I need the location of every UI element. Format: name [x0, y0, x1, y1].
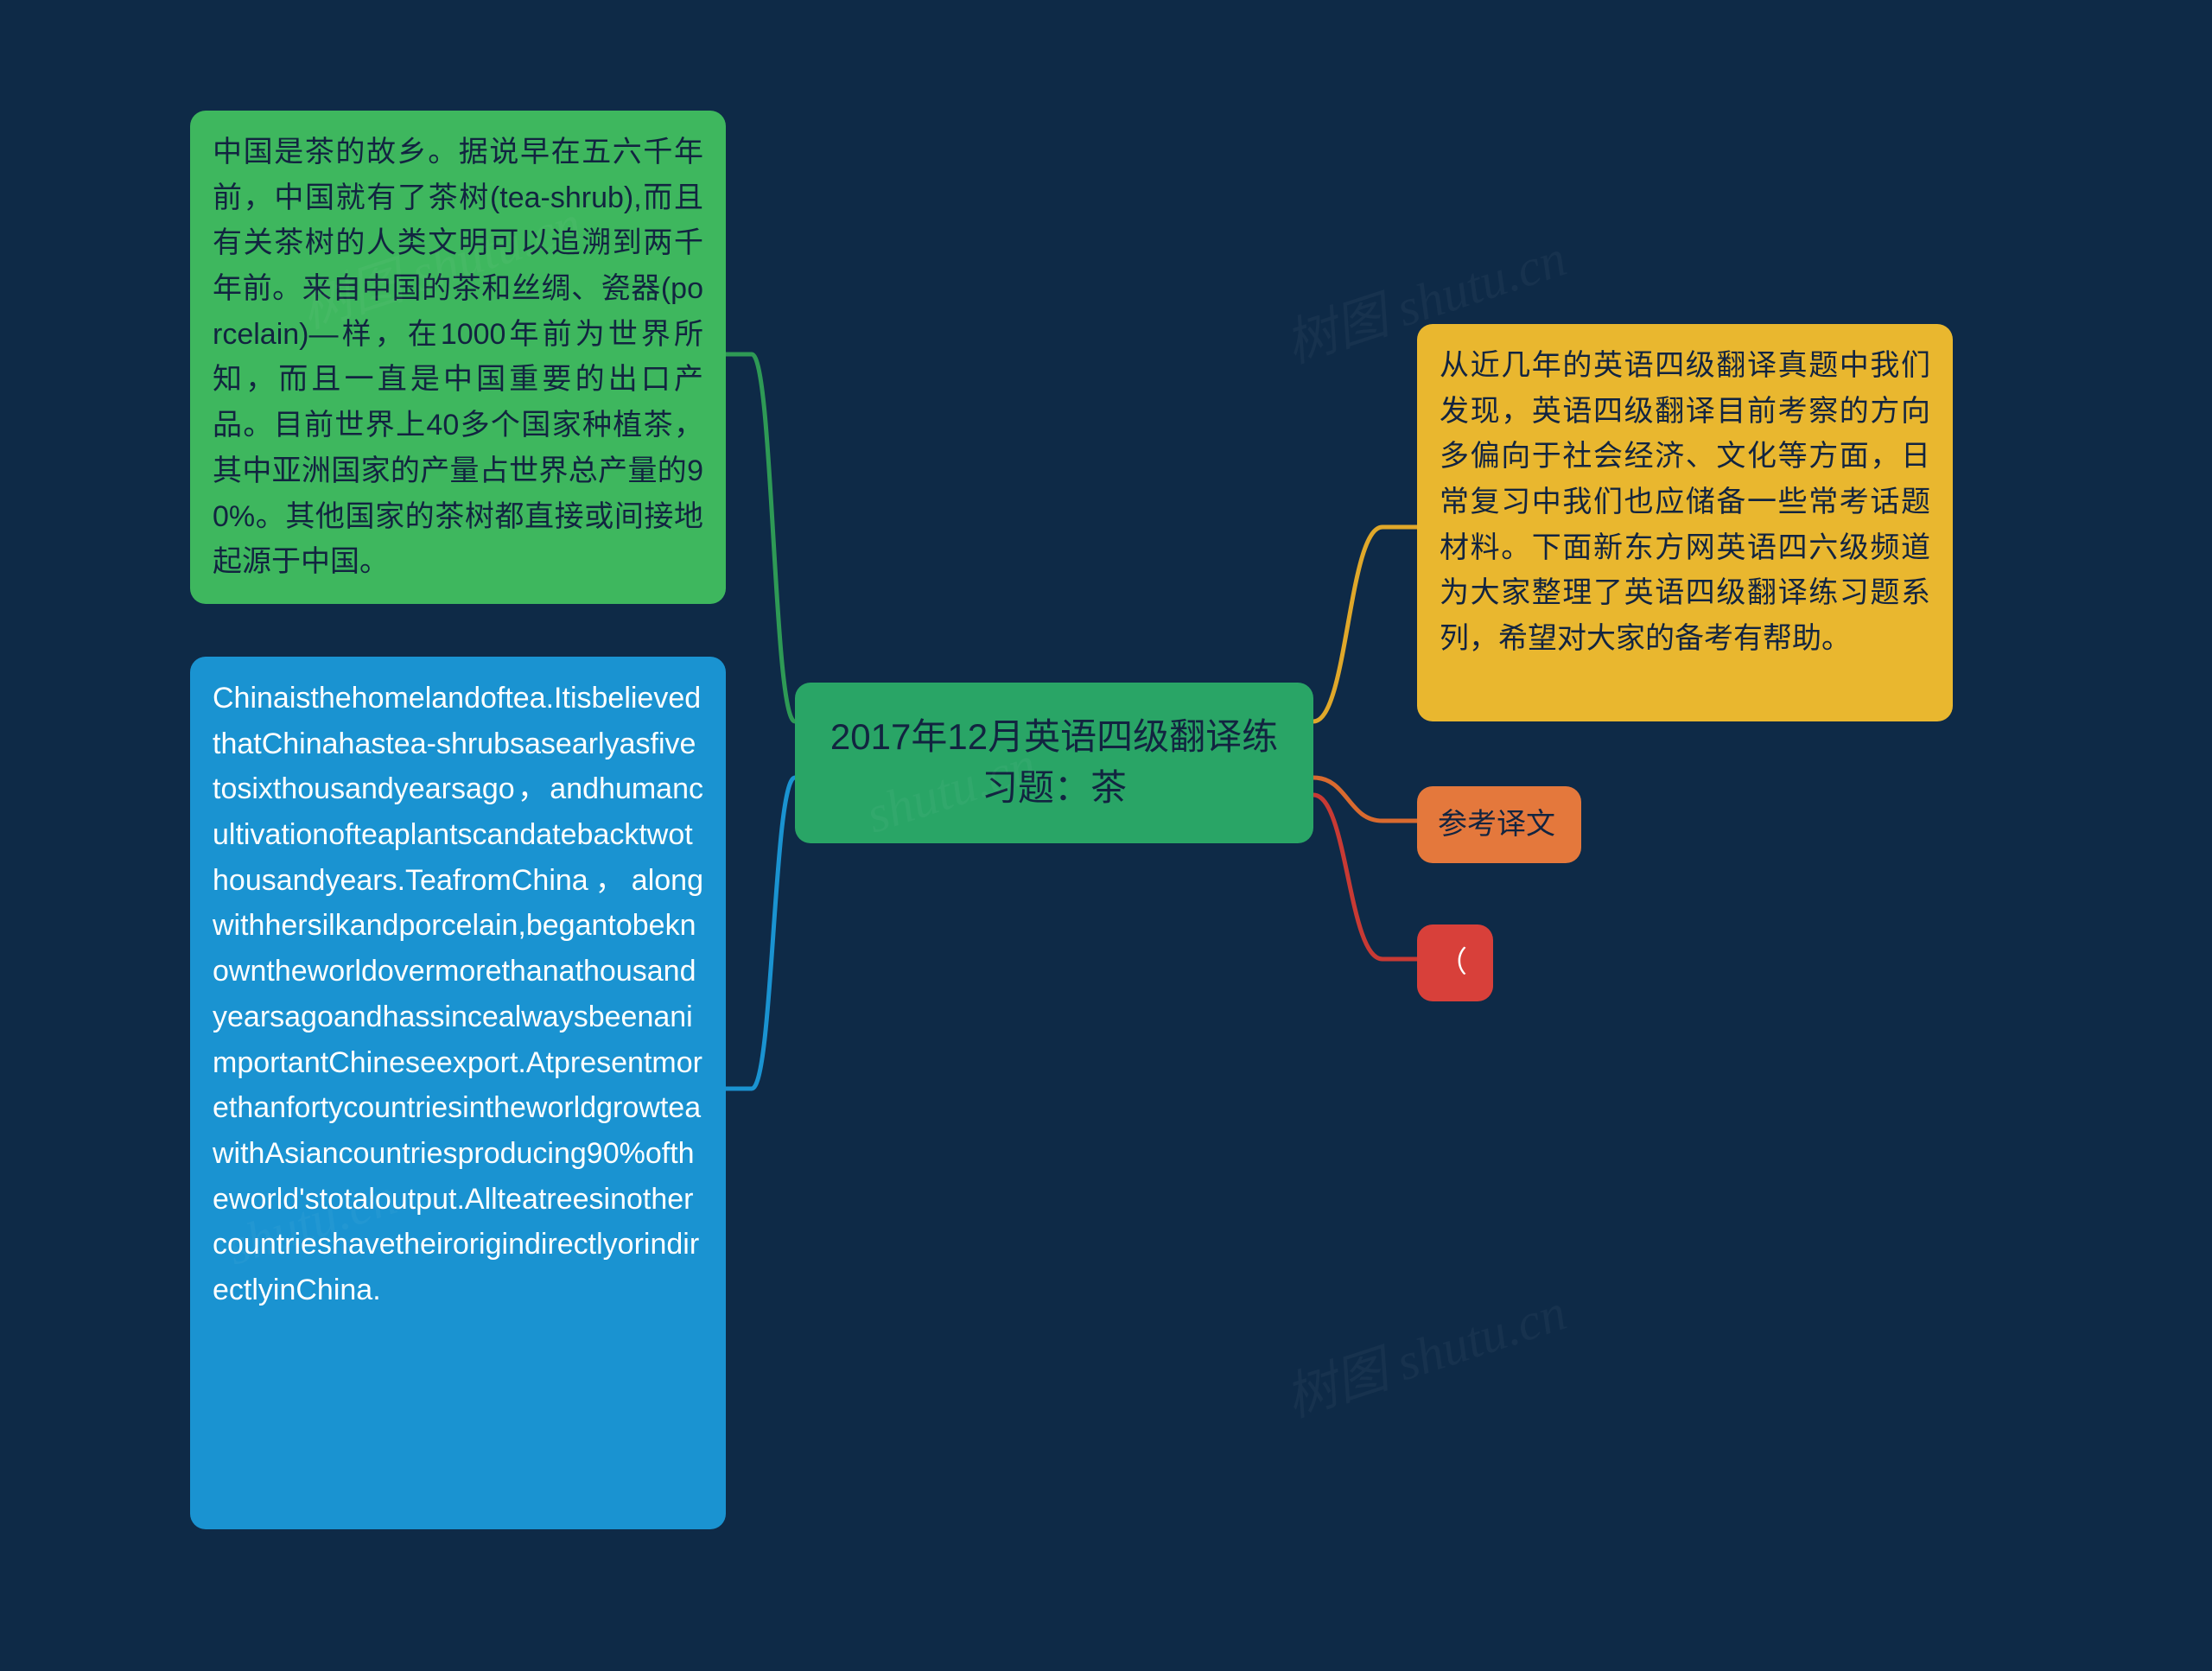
watermark: 树图 shutu.cn [1274, 1270, 1574, 1432]
center-node: 2017年12月英语四级翻译练习题：茶 [795, 683, 1313, 843]
branch-english-translation: Chinaisthehomelandoftea.Itisbelievedthat… [190, 657, 726, 1529]
branch-intro-paragraph: 从近几年的英语四级翻译真题中我们发现，英语四级翻译目前考察的方向多偏向于社会经济… [1417, 324, 1953, 721]
branch-chinese-passage: 中国是茶的故乡。据说早在五六千年前，中国就有了茶树(tea-shrub),而且有… [190, 111, 726, 604]
branch-reference-label: 参考译文 [1417, 786, 1581, 863]
branch-paren: （ [1417, 924, 1493, 1001]
